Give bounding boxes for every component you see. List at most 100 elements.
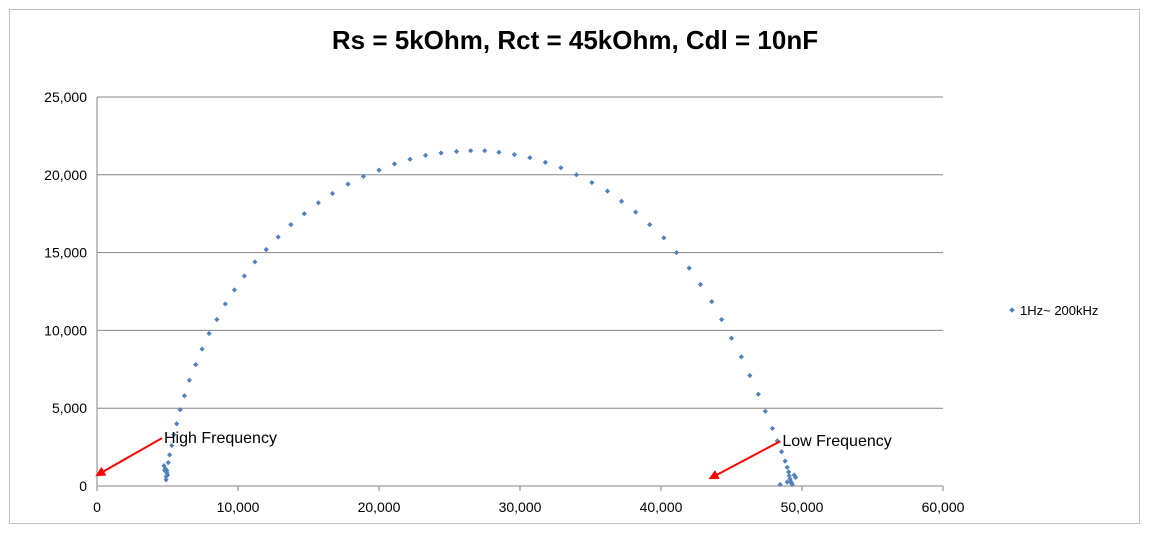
data-point xyxy=(167,452,173,458)
data-point xyxy=(784,464,790,470)
data-points xyxy=(161,148,799,488)
data-point xyxy=(697,281,704,288)
y-tick-label: 25,000 xyxy=(44,89,87,105)
data-point xyxy=(762,408,768,414)
data-point xyxy=(786,473,792,479)
data-point xyxy=(360,173,367,179)
y-tick-label: 20,000 xyxy=(44,167,87,183)
annotation-label: Low Frequency xyxy=(782,433,891,450)
data-point xyxy=(376,167,382,173)
data-point xyxy=(171,432,177,438)
chart-title: Rs = 5kOhm, Rct = 45kOhm, Cdl = 10nF xyxy=(331,25,819,55)
data-point xyxy=(345,181,351,187)
data-point xyxy=(468,148,474,154)
data-point xyxy=(301,211,307,217)
data-point xyxy=(206,330,212,337)
data-point xyxy=(161,463,167,469)
y-tick-label: 10,000 xyxy=(44,322,87,338)
data-point xyxy=(686,265,692,271)
y-tick-label: 0 xyxy=(79,478,87,494)
data-point xyxy=(186,377,192,383)
data-point xyxy=(329,190,336,197)
data-point xyxy=(709,299,715,305)
data-point xyxy=(407,156,413,162)
data-point xyxy=(164,472,171,478)
data-point xyxy=(263,246,269,253)
legend-label: 1Hz~ 200kHz xyxy=(1020,303,1098,318)
data-point xyxy=(719,316,725,323)
y-axis-ticks: 0 5,000 10,000 15,000 20,000 25,000 xyxy=(44,89,87,494)
annotations: High Frequency Low Frequency xyxy=(95,430,892,480)
data-point xyxy=(252,259,258,265)
data-point xyxy=(275,234,281,240)
data-point xyxy=(728,335,735,341)
x-tick-label: 30,000 xyxy=(499,499,542,515)
data-point xyxy=(769,425,775,432)
x-tick-label: 10,000 xyxy=(217,499,260,515)
data-point xyxy=(193,362,199,368)
data-point xyxy=(777,481,783,488)
data-point xyxy=(391,161,398,167)
data-point xyxy=(789,481,795,488)
legend-marker xyxy=(1009,307,1015,313)
data-point xyxy=(633,209,639,215)
x-axis-ticks: 0 10,000 20,000 30,000 40,000 50,000 60,000 xyxy=(93,499,965,515)
annotation-arrow xyxy=(95,437,163,477)
annotation-arrow xyxy=(708,440,781,480)
data-point xyxy=(747,372,753,379)
data-point xyxy=(177,407,183,413)
data-point xyxy=(755,391,761,397)
x-tick-label: 20,000 xyxy=(358,499,401,515)
data-point xyxy=(542,159,548,165)
y-tick-label: 5,000 xyxy=(52,400,87,416)
data-point xyxy=(661,235,667,241)
data-point xyxy=(589,179,595,186)
x-tick-label: 50,000 xyxy=(781,499,824,515)
data-point xyxy=(162,466,168,472)
data-point xyxy=(604,188,611,194)
data-point xyxy=(496,149,502,155)
x-tick-label: 0 xyxy=(93,499,101,515)
data-point xyxy=(738,354,744,360)
data-point xyxy=(163,477,169,483)
data-point xyxy=(787,476,793,482)
data-point xyxy=(199,346,205,352)
data-point xyxy=(164,470,170,476)
x-tick-label: 40,000 xyxy=(640,499,683,515)
data-point xyxy=(288,221,294,228)
data-point xyxy=(422,152,429,158)
data-point xyxy=(793,474,799,481)
annotation-label: High Frequency xyxy=(164,430,277,447)
data-point xyxy=(791,472,797,478)
data-point xyxy=(169,442,175,449)
chart-frame xyxy=(9,9,1140,524)
legend: 1Hz~ 200kHz xyxy=(1009,303,1098,318)
data-point xyxy=(214,316,220,323)
data-point xyxy=(241,273,247,279)
data-point xyxy=(231,287,238,293)
x-tick-label: 60,000 xyxy=(922,499,965,515)
data-point xyxy=(573,172,579,178)
data-point xyxy=(778,449,785,455)
data-point xyxy=(786,469,792,475)
data-point xyxy=(174,421,180,427)
data-point xyxy=(673,250,680,256)
y-tick-label: 15,000 xyxy=(44,245,87,261)
gridlines xyxy=(96,96,944,491)
data-point xyxy=(784,479,790,485)
data-point xyxy=(782,458,788,464)
data-point xyxy=(618,198,625,204)
data-point xyxy=(774,438,780,444)
data-point xyxy=(438,150,444,156)
data-point xyxy=(453,148,460,155)
data-point xyxy=(222,301,228,307)
data-point xyxy=(558,165,564,171)
data-point xyxy=(165,460,171,466)
data-point xyxy=(482,148,488,154)
data-point xyxy=(511,151,517,158)
data-point xyxy=(315,200,321,206)
data-point xyxy=(181,393,188,399)
data-point xyxy=(527,155,533,161)
data-point xyxy=(647,221,653,228)
